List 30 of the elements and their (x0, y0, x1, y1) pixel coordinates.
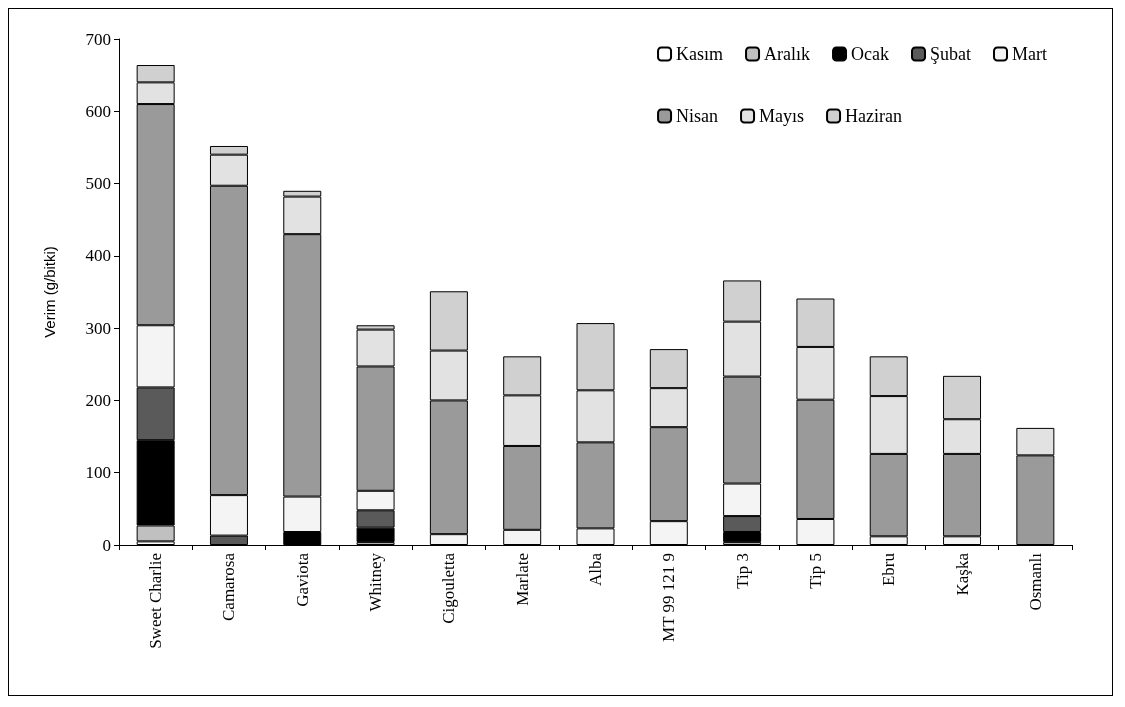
y-tick-label: 500 (85, 174, 111, 194)
x-tick-label: Tip 5 (805, 553, 825, 589)
x-tick-label: Tip 3 (732, 553, 752, 589)
x-tick-label: Camarosa (219, 552, 239, 621)
x-tick-label: Sweet Charlie (146, 553, 166, 649)
legend-label: Ocak (851, 44, 890, 64)
x-tick-label: Whitney (366, 552, 386, 612)
legend-label: Haziran (845, 106, 903, 126)
x-tick-label: Kaşka (952, 552, 972, 596)
y-tick-label: 0 (102, 535, 111, 555)
legend-label: Mayıs (759, 106, 805, 126)
x-tick-label: MT 99 121 9 (659, 553, 679, 642)
y-tick-label: 300 (85, 318, 111, 338)
x-tick-label: Osmanlı (1025, 552, 1045, 611)
y-axis-title: Verim (g/bitki) (41, 246, 58, 338)
y-tick-label: 400 (85, 246, 111, 266)
legend-label: Şubat (930, 44, 972, 64)
x-tick-label: Ebru (879, 552, 899, 587)
x-tick-label: Gaviota (292, 552, 312, 607)
y-tick-label: 100 (85, 463, 111, 483)
y-tick-label: 200 (85, 390, 111, 410)
legend-label: Mart (1012, 44, 1048, 64)
legend-label: Nisan (676, 106, 719, 126)
y-tick-label: 600 (85, 101, 111, 121)
legend-label: Aralık (764, 44, 811, 64)
x-tick-label: Alba (586, 552, 605, 587)
legend-label: Kasım (676, 44, 724, 64)
x-tick-label: Cigouletta (439, 552, 459, 624)
x-tick-label: Marlate (512, 553, 532, 606)
y-tick-label: 700 (85, 29, 111, 49)
